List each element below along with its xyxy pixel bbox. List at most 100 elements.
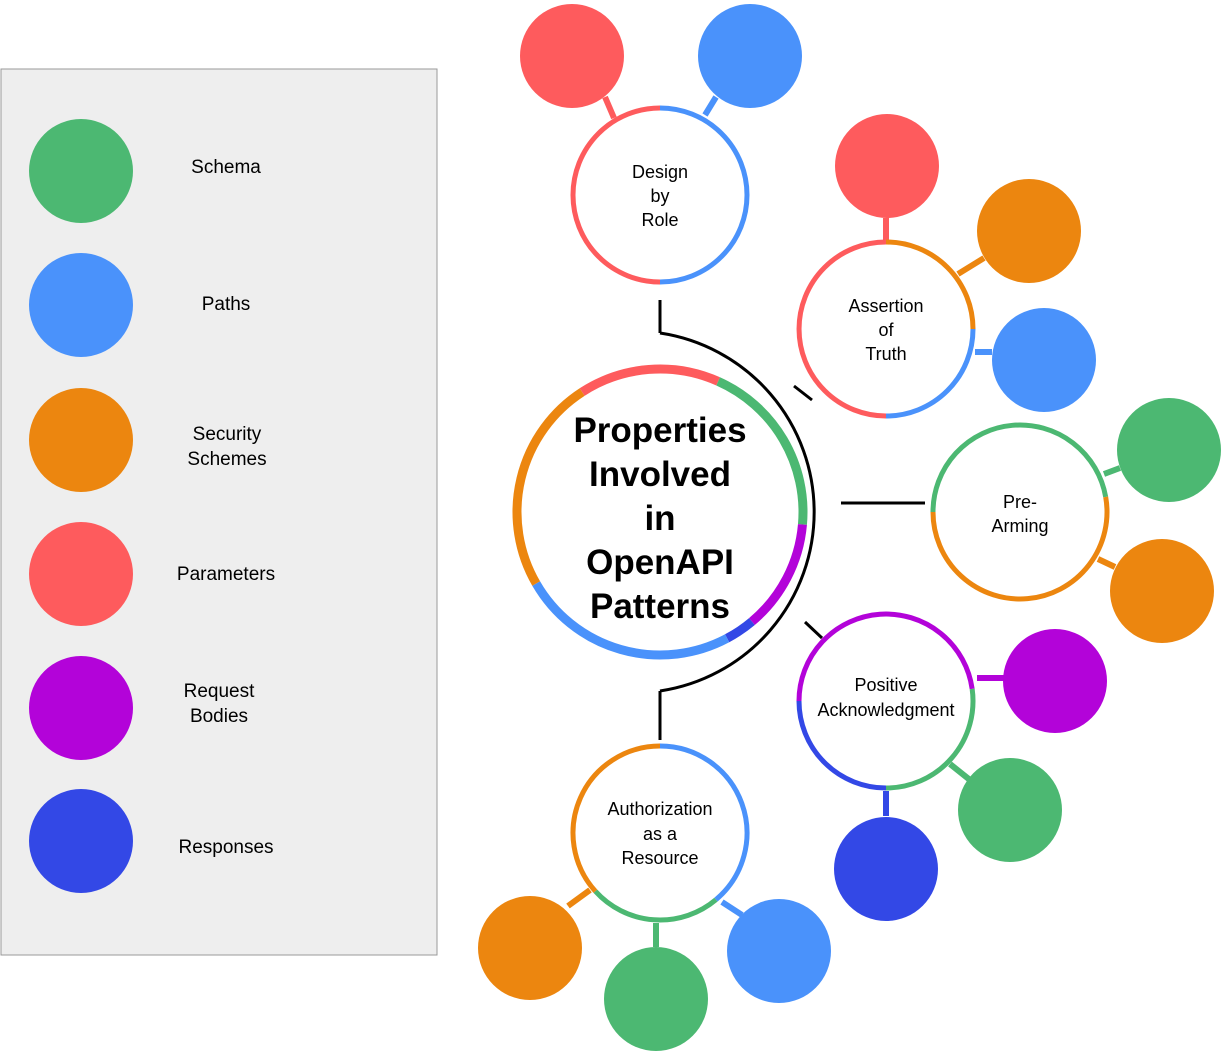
satellite-security [1110, 539, 1214, 643]
satellite-link-security [956, 255, 986, 277]
pattern-node-positive-acknowledgment: Positive Acknowledgment [796, 611, 1107, 921]
pattern-ring-pre-arming [930, 422, 1110, 602]
pattern-ring-design-by-role-fill [573, 108, 747, 282]
satellite-link-parameters [602, 95, 617, 120]
pattern-ring-design-by-role-arc-paths [659, 105, 750, 285]
satellite-schema [604, 947, 708, 1051]
legend-swatch-security [29, 388, 133, 492]
pattern-node-authorization-as-a-resource: Authorization as a Resource [478, 743, 831, 1051]
center-title-line: Involved [589, 455, 731, 494]
satellite-link-schema [948, 761, 972, 783]
center-ring [512, 364, 808, 660]
satellite-schema [958, 758, 1062, 862]
legend-item-request: Request Bodies [29, 656, 255, 760]
hub-arc [659, 331, 816, 693]
center-ring-arc-responses [724, 618, 755, 643]
pattern-ring-assertion-of-truth [796, 239, 976, 419]
pattern-label-positive-acknowledgment-line: Positive [854, 675, 917, 695]
satellite-paths [698, 4, 802, 108]
pattern-label-design-by-role-line: by [650, 186, 669, 206]
pattern-ring-design-by-role-arc-parameters [570, 105, 661, 285]
pattern-ring-authorization-as-a-resource-fill [573, 746, 747, 920]
legend-item-responses: Responses [29, 789, 274, 893]
center-title-line: Patterns [590, 587, 730, 626]
pattern-ring-positive-acknowledgment-arc-schema [885, 688, 976, 791]
pattern-label-design-by-role-line: Design [632, 162, 688, 182]
pattern-label-assertion-of-truth-line: of [878, 320, 894, 340]
satellite-link-paths [720, 899, 744, 918]
legend-label-request-line: Request [184, 681, 255, 702]
pattern-label-assertion-of-truth-line: Truth [865, 344, 906, 364]
pattern-ring-assertion-of-truth-arc-parameters [796, 239, 887, 419]
center-ring-arc-request [749, 524, 807, 625]
center-ring-arc-paths [532, 581, 730, 660]
legend-swatch-request [29, 656, 133, 760]
legend-label-security-line: Security [193, 424, 262, 445]
pattern-node-assertion-of-truth: Assertion of Truth [796, 114, 1096, 419]
pattern-ring-positive-acknowledgment [796, 611, 976, 791]
satellite-schema [1117, 398, 1221, 502]
legend-label-paths-line: Paths [202, 294, 251, 315]
pattern-ring-assertion-of-truth-fill [799, 242, 973, 416]
legend-swatch-schema [29, 119, 133, 223]
satellite-link-security [566, 887, 592, 909]
pattern-label-design-by-role-line: Role [641, 210, 678, 230]
pattern-ring-pre-arming-arc-security [930, 496, 1110, 602]
pattern-label-positive-acknowledgment-line: Acknowledgment [817, 700, 954, 720]
center-title-line: Properties [573, 411, 746, 450]
pattern-ring-positive-acknowledgment-arc-request [796, 611, 975, 702]
satellite-link-paths [702, 95, 719, 117]
legend-label-parameters-line: Parameters [177, 564, 275, 585]
pattern-ring-design-by-role [570, 105, 750, 285]
center-title-line: OpenAPI [586, 543, 734, 582]
satellite-responses [834, 817, 938, 921]
pattern-label-authorization-as-a-resource-line: Authorization [607, 799, 712, 819]
hub-spoke [803, 620, 824, 640]
pattern-label-pre-arming-line: Arming [991, 516, 1048, 536]
satellite-request [1003, 629, 1107, 733]
connectors [658, 300, 925, 740]
pattern-ring-assertion-of-truth-arc-paths [885, 328, 976, 419]
pattern-label-authorization-as-a-resource-line: Resource [621, 848, 698, 868]
legend-label-security-line: Schemes [187, 449, 266, 470]
legend-item-security: Security Schemes [29, 388, 267, 492]
legend-item-schema: Schema [29, 119, 261, 223]
pattern-ring-authorization-as-a-resource-arc-security [570, 743, 661, 893]
legend-label-responses-line: Responses [178, 837, 273, 858]
satellite-link-schema [1102, 465, 1122, 477]
center-node: Properties Involved in OpenAPI Patterns [512, 364, 808, 660]
pattern-label-authorization-as-a-resource-line: as a [643, 824, 678, 844]
legend-item-paths: Paths [29, 253, 250, 357]
legend-swatch-paths [29, 253, 133, 357]
pattern-node-pre-arming: Pre- Arming [930, 398, 1221, 643]
pattern-label-pre-arming-line: Pre- [1003, 492, 1037, 512]
pattern-ring-positive-acknowledgment-fill [799, 614, 973, 788]
pattern-node-design-by-role: Design by Role [520, 4, 802, 285]
pattern-ring-pre-arming-fill [933, 425, 1107, 599]
satellite-security [478, 896, 582, 1000]
pattern-nodes: Design by Role Assertion of Truth Pre- Arming Po… [478, 4, 1221, 1051]
center-ring-fill [517, 369, 803, 655]
pattern-ring-authorization-as-a-resource-arc-schema [593, 889, 718, 923]
center-ring-arc-schema [716, 377, 808, 525]
legend-label-schema-line: Schema [191, 157, 261, 178]
satellite-paths [992, 308, 1096, 412]
satellite-security [977, 179, 1081, 283]
pattern-ring-authorization-as-a-resource [570, 743, 750, 923]
pattern-label-assertion-of-truth-line: Assertion [848, 296, 923, 316]
satellite-link-security [1096, 556, 1117, 570]
satellite-paths [727, 899, 831, 1003]
satellite-parameters [520, 4, 624, 108]
hub-spoke [793, 384, 813, 402]
center-title-line: in [644, 499, 675, 538]
legend: Schema Paths Security Schemes Parameters Requ… [0, 68, 438, 956]
legend-swatch-parameters [29, 522, 133, 626]
satellite-parameters [835, 114, 939, 218]
legend-swatch-responses [29, 789, 133, 893]
pattern-ring-positive-acknowledgment-arc-responses [796, 700, 887, 791]
pattern-ring-pre-arming-arc-schema [930, 422, 1109, 513]
center-ring-arc-parameters [579, 364, 720, 396]
pattern-ring-authorization-as-a-resource-arc-paths [659, 743, 750, 902]
legend-label-request-line: Bodies [190, 706, 248, 727]
